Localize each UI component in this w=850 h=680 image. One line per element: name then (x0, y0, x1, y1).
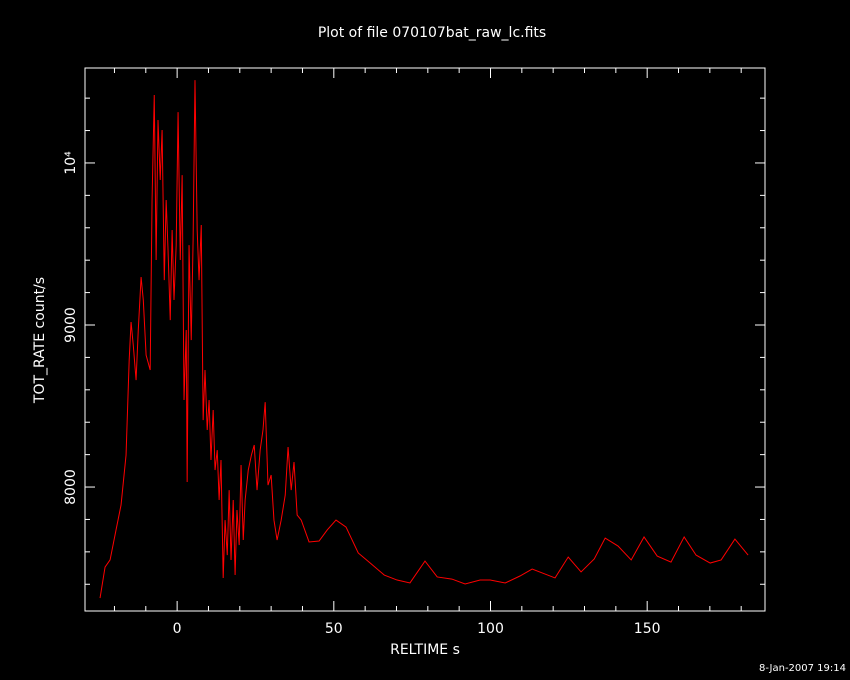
data-line (99, 80, 749, 599)
x-tick-label: 50 (325, 621, 343, 637)
y-tick-label: 10⁴ (63, 151, 79, 175)
plot-frame (84, 67, 766, 612)
y-axis-label: TOT_RATE count/s (32, 277, 48, 404)
x-tick-label: 0 (173, 621, 182, 637)
timestamp: 8-Jan-2007 19:14 (759, 663, 846, 674)
x-tick-label: 100 (477, 621, 504, 637)
x-tick-label: 150 (634, 621, 661, 637)
chart-title: Plot of file 070107bat_raw_lc.fits (318, 25, 546, 41)
x-axis-label: RELTIME s (390, 642, 460, 658)
y-tick-label: 9000 (63, 307, 79, 343)
y-tick-label: 8000 (63, 469, 79, 505)
